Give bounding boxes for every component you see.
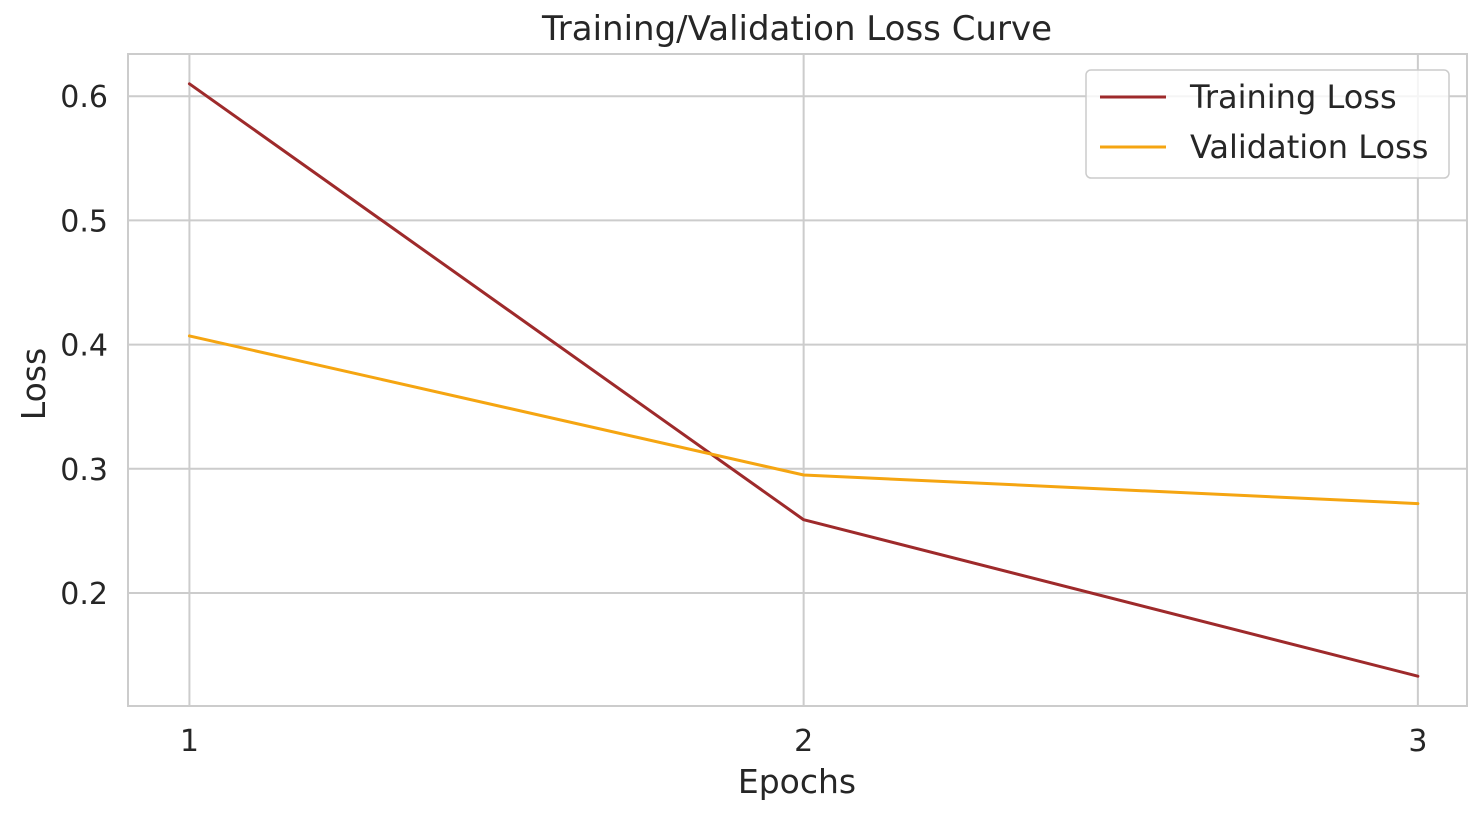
legend-label-validation-loss: Validation Loss [1190,128,1428,166]
y-axis-label: Loss [14,348,53,420]
x-tick-label-2: 2 [794,724,813,759]
tick-layer: 1 2 3 0.2 0.3 0.4 0.5 0.6 [60,80,1427,759]
x-axis-label: Epochs [738,762,856,801]
legend-box [1085,69,1450,179]
x-tick-label-1: 1 [180,724,199,759]
chart-title: Training/Validation Loss Curve [541,9,1052,49]
y-tick-label-0.4: 0.4 [60,329,108,364]
y-tick-label-0.2: 0.2 [60,577,108,612]
y-tick-label-0.3: 0.3 [60,453,108,488]
y-tick-label-0.5: 0.5 [60,204,108,239]
series-line-training-loss [187,82,1420,678]
plot-frame [127,53,1468,707]
series-layer [187,82,1420,678]
series-line-validation-loss [187,334,1420,506]
y-tick-label-0.6: 0.6 [60,80,108,115]
legend-label-training-loss: Training Loss [1189,78,1397,116]
x-tick-label-3: 3 [1408,724,1427,759]
legend: Training Loss Validation Loss [1085,69,1450,179]
